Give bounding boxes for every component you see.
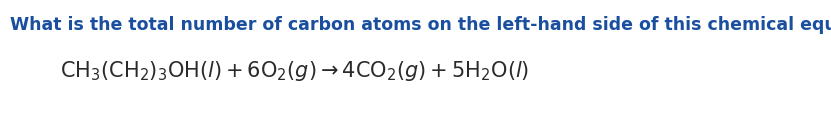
Text: What is the total number of carbon atoms on the left-hand side of this chemical : What is the total number of carbon atoms…: [10, 16, 831, 34]
Text: $\mathrm{CH_3(CH_2)_3OH(\mathit{l})+6O_2(\mathit{g})\rightarrow 4CO_2(\mathit{g}: $\mathrm{CH_3(CH_2)_3OH(\mathit{l})+6O_2…: [60, 59, 529, 83]
